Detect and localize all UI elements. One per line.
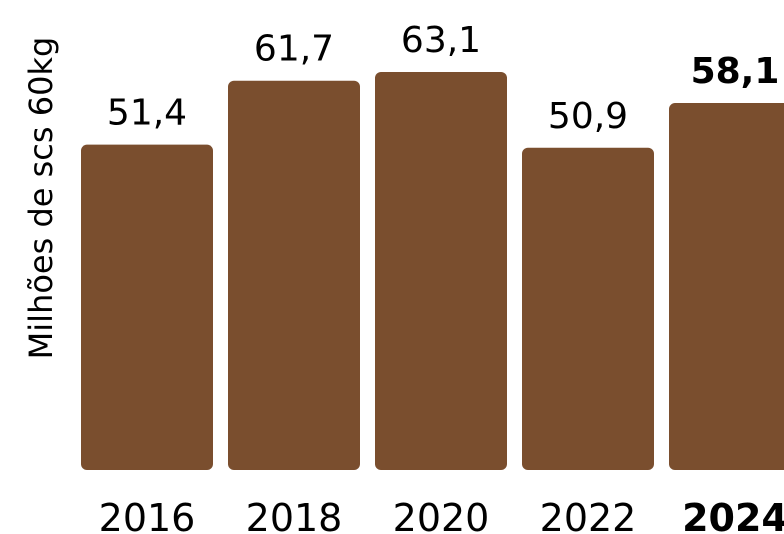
value-label-2024: 58,1	[691, 51, 780, 92]
category-label-2016: 2016	[99, 496, 196, 534]
y-axis-label: Milhões de scs 60kg	[22, 37, 60, 360]
value-label-2020: 63,1	[401, 20, 481, 61]
bar-2024	[669, 103, 784, 470]
value-labels-group: 51,4 61,7 63,1 50,9 58,1	[107, 20, 779, 137]
bars-group	[81, 72, 784, 471]
category-label-2020: 2020	[393, 496, 490, 534]
bar-2018	[228, 80, 360, 471]
bar-2016	[81, 144, 213, 470]
value-label-2016: 51,4	[107, 93, 187, 134]
category-label-2024: 2024	[682, 496, 784, 534]
value-label-2018: 61,7	[254, 29, 334, 70]
bar-2020	[375, 72, 507, 470]
category-label-2018: 2018	[246, 496, 343, 534]
bar-2022	[522, 147, 654, 470]
value-label-2022: 50,9	[548, 96, 628, 137]
category-label-2022: 2022	[540, 496, 637, 534]
category-labels-group: 2016 2018 2020 2022 2024	[99, 496, 784, 534]
